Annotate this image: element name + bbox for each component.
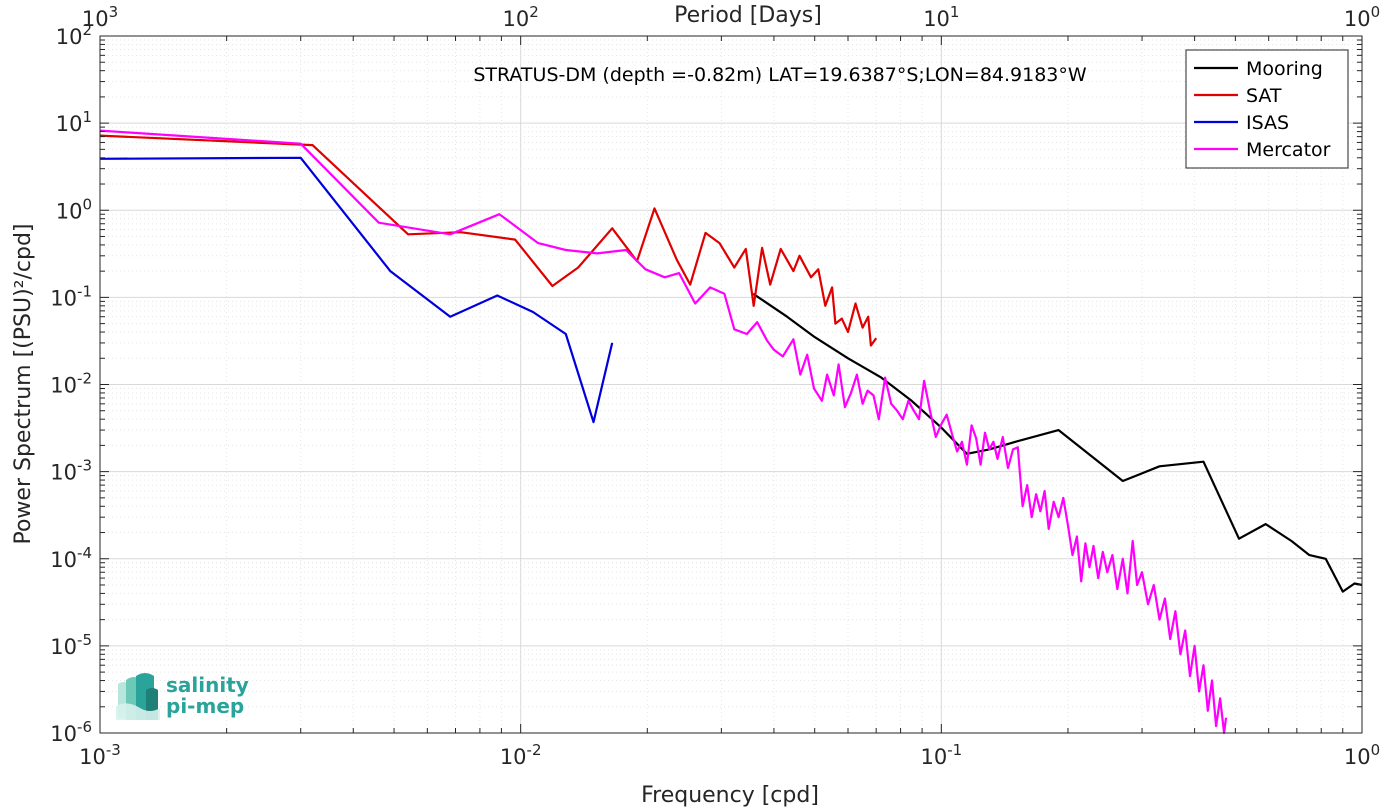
y-axis-label: Power Spectrum [(PSU)²/cpd] <box>11 223 36 544</box>
legend-label-mercator: Mercator <box>1246 139 1331 161</box>
x2-tick-label: 100 <box>1344 3 1380 31</box>
x-tick-label: 10-1 <box>920 741 962 769</box>
y-tick-label: 102 <box>56 21 92 49</box>
y-tick-label: 10-5 <box>50 631 92 659</box>
salinity-pi-mep-logo: salinity pi-mep <box>116 673 249 720</box>
x2-tick-label: 102 <box>503 3 539 31</box>
series-line-sat <box>99 134 878 347</box>
x2-tick-label: 101 <box>923 3 959 31</box>
legend-label-mooring: Mooring <box>1246 58 1323 80</box>
legend: Mooring SAT ISAS Mercator <box>1185 49 1349 169</box>
x-axis-label: Frequency [cpd] <box>641 783 819 808</box>
y-tick-label: 100 <box>56 195 92 223</box>
series-layer <box>99 129 1363 735</box>
y-tick-label: 10-2 <box>50 370 92 398</box>
logo-text-line1: salinity <box>166 673 249 697</box>
series-line-mooring <box>752 292 1363 593</box>
x2-tick-label: 103 <box>82 3 118 31</box>
legend-label-sat: SAT <box>1246 85 1282 107</box>
y-tick-label: 10-1 <box>50 282 92 310</box>
grid-lines <box>99 36 1362 734</box>
chart-title: STRATUS-DM (depth =-0.82m) LAT=19.6387°S… <box>473 64 1087 86</box>
y-tick-label: 10-4 <box>50 544 92 572</box>
y-tick-label: 10-6 <box>50 718 92 746</box>
x-tick-label: 100 <box>1344 741 1380 769</box>
logo-text-line2: pi-mep <box>166 694 244 718</box>
series-line-mercator <box>99 129 1228 735</box>
y-tick-label: 10-3 <box>50 457 92 485</box>
series-line-isas <box>99 156 614 424</box>
y-tick-label: 101 <box>56 108 92 136</box>
tick-marks <box>99 35 1363 734</box>
x-tick-label: 10-3 <box>79 741 121 769</box>
legend-label-isas: ISAS <box>1246 112 1289 134</box>
top-axis-label: Period [Days] <box>674 3 822 28</box>
logo-icon <box>116 673 160 720</box>
x-tick-label: 10-2 <box>500 741 542 769</box>
